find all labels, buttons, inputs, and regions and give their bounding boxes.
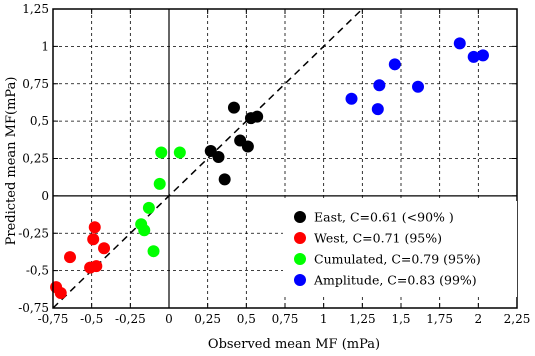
tick-marks	[52, 8, 518, 309]
y-tick-label: 0,5	[30, 114, 49, 128]
x-tick-label: -0,5	[80, 312, 103, 326]
data-point	[98, 242, 111, 255]
data-point	[251, 110, 264, 123]
data-point	[87, 233, 100, 246]
y-tick-label: 1,25	[22, 2, 49, 16]
data-point	[153, 177, 166, 190]
legend-box	[283, 201, 517, 297]
legend-marker	[294, 274, 306, 286]
series-2	[135, 146, 186, 258]
y-tick-label: 0,25	[22, 152, 49, 166]
x-tick-labels: -0,75 -0,5 -0,25 0 0,25 0,5 0,75 1 1,25 1,5 1,75 2 2…	[38, 312, 531, 326]
data-point	[142, 201, 155, 214]
x-tick-label: 1,25	[349, 312, 376, 326]
data-point	[241, 140, 254, 153]
x-tick-label: 0,5	[237, 312, 256, 326]
data-point	[371, 103, 384, 116]
data-point	[453, 37, 466, 50]
data-point	[173, 146, 186, 159]
legend-marker	[294, 253, 306, 265]
x-tick-label: 1,75	[426, 312, 453, 326]
y-tick-label: -0,5	[26, 264, 49, 278]
data-point	[373, 79, 386, 92]
y-tick-label: 1	[41, 39, 49, 53]
x-tick-label: -0,75	[38, 312, 69, 326]
data-point	[412, 80, 425, 93]
y-axis-label: Predicted mean MF(mPa)	[4, 77, 19, 246]
x-tick-label: 2	[475, 312, 483, 326]
x-tick-label: -0,25	[115, 312, 146, 326]
x-tick-label: 2,25	[504, 312, 531, 326]
data-point	[64, 251, 77, 264]
data-point	[388, 58, 401, 71]
data-point	[88, 221, 101, 234]
legend-marker	[294, 211, 306, 223]
data-point	[138, 224, 151, 237]
data-point	[476, 49, 489, 62]
y-tick-label: 0,75	[22, 77, 49, 91]
legend-label: Cumulated, C=0.79 (95%)	[314, 252, 481, 267]
x-tick-label: 0,75	[272, 312, 299, 326]
x-tick-label: 0,25	[194, 312, 221, 326]
data-point	[155, 146, 168, 159]
legend-marker	[294, 232, 306, 244]
series-0	[204, 101, 264, 186]
legend: East, C=0.61 (<90% ) West, C=0.71 (95%) Cu…	[283, 201, 517, 297]
y-tick-labels: -0,75 -0,5 -0,25 0 0,25 0,5 0,75 1 1,25	[18, 2, 49, 315]
y-tick-label: 0	[41, 189, 49, 203]
y-tick-label: -0,25	[18, 226, 49, 240]
data-point	[212, 151, 225, 164]
x-tick-label: 1,5	[391, 312, 410, 326]
legend-label: Amplitude, C=0.83 (99%)	[313, 273, 477, 288]
data-point	[467, 50, 480, 63]
y-tick-label: -0,75	[18, 301, 49, 315]
data-point	[54, 287, 67, 300]
series-3	[345, 37, 489, 116]
data-points	[50, 37, 489, 300]
data-point	[90, 260, 103, 273]
data-point	[147, 245, 160, 258]
data-point	[227, 101, 240, 114]
legend-label: East, C=0.61 (<90% )	[314, 210, 454, 225]
data-point	[218, 173, 231, 186]
x-tick-label: 0	[165, 312, 173, 326]
data-point	[345, 92, 358, 105]
legend-label: West, C=0.71 (95%)	[314, 231, 442, 246]
series-1	[50, 221, 111, 300]
x-tick-label: 1	[320, 312, 328, 326]
x-axis-label: Observed mean MF (mPa)	[208, 337, 380, 352]
